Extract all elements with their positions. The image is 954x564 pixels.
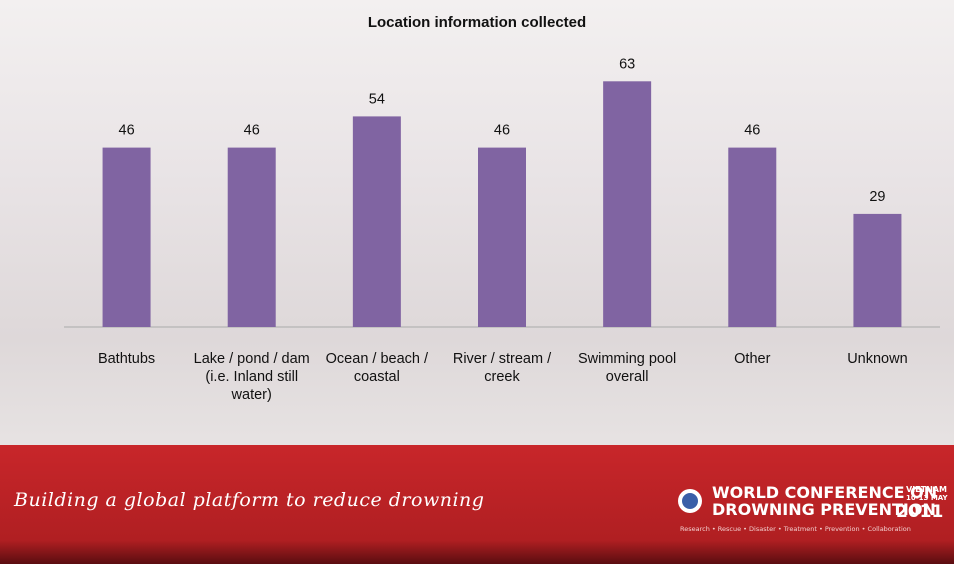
x-tick-label: Swimming pool overall bbox=[567, 350, 687, 386]
bar bbox=[353, 116, 401, 327]
bar bbox=[853, 214, 901, 327]
value-label: 46 bbox=[744, 123, 760, 139]
bar bbox=[103, 148, 151, 327]
logo-dates: 10-13 MAY bbox=[906, 494, 948, 502]
value-label: 54 bbox=[369, 91, 385, 107]
slogan: Building a global platform to reduce dro… bbox=[14, 489, 484, 511]
bar bbox=[603, 81, 651, 327]
x-tick-label: Lake / pond / dam (i.e. Inland still wat… bbox=[192, 350, 312, 404]
logo-country: VIETNAM bbox=[906, 485, 947, 494]
bar bbox=[478, 148, 526, 327]
x-tick-label: Other bbox=[692, 350, 812, 368]
value-label: 46 bbox=[119, 123, 135, 139]
logo-line1: WORLD CONFERENCE ON bbox=[712, 484, 937, 501]
x-tick-label: Bathtubs bbox=[67, 350, 187, 368]
value-label: 46 bbox=[494, 123, 510, 139]
logo-year: 2011 bbox=[896, 502, 943, 522]
x-tick-label: Ocean / beach / coastal bbox=[317, 350, 437, 386]
value-label: 46 bbox=[244, 123, 260, 139]
bar bbox=[228, 148, 276, 327]
slide: Location information collected 464654466… bbox=[0, 0, 954, 564]
value-label: 29 bbox=[869, 189, 885, 205]
bar bbox=[728, 148, 776, 327]
value-label: 63 bbox=[619, 56, 635, 72]
x-tick-label: River / stream / creek bbox=[442, 350, 562, 386]
tagline: Research • Rescue • Disaster • Treatment… bbox=[680, 525, 911, 533]
x-tick-label: Unknown bbox=[817, 350, 937, 368]
